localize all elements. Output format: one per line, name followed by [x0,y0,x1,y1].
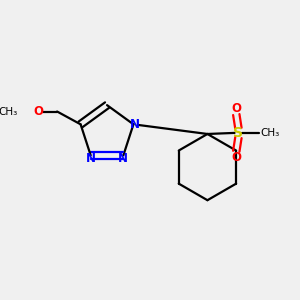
Text: O: O [231,151,241,164]
Text: O: O [231,102,241,115]
Text: N: N [130,118,140,131]
Text: S: S [233,126,243,140]
Text: CH₃: CH₃ [0,106,18,116]
Text: N: N [86,152,96,165]
Text: N: N [118,152,128,165]
Text: O: O [33,105,43,118]
Text: CH₃: CH₃ [261,128,280,138]
